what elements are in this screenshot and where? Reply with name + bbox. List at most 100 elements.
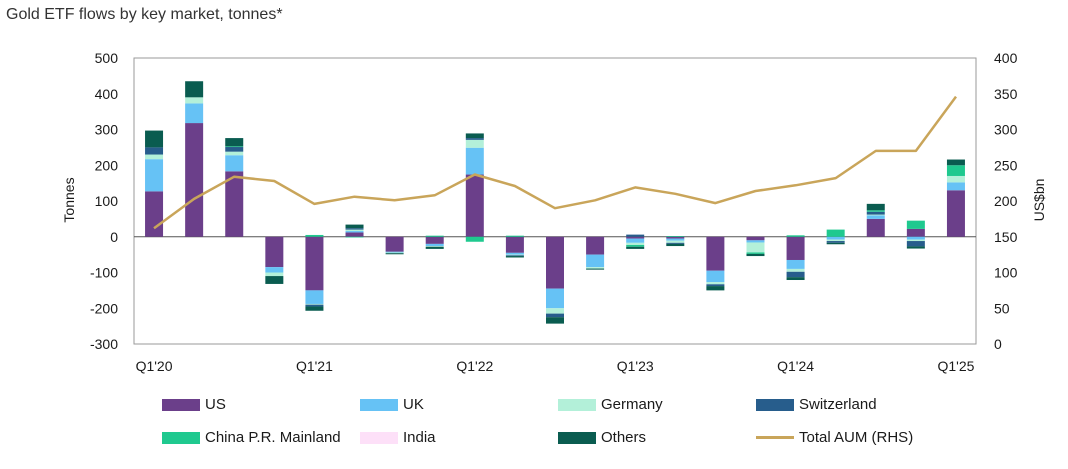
bar-us-12 [626, 236, 645, 239]
bar-germany-18 [866, 214, 885, 216]
bar-switzerland-14 [706, 284, 725, 287]
bar-uk-2 [225, 155, 244, 172]
y-tick-label: -200 [90, 300, 118, 316]
bar-china-p-r-mainland-17 [826, 229, 845, 237]
plot-area [133, 57, 977, 345]
bar-us-1 [185, 123, 204, 237]
legend-label: Germany [601, 396, 663, 413]
y2-tick-label: 250 [994, 157, 1018, 173]
bar-others-16 [786, 277, 805, 281]
legend-swatch [756, 436, 794, 439]
bar-others-18 [866, 203, 885, 211]
bar-us-6 [385, 236, 404, 252]
bar-germany-16 [786, 268, 805, 272]
bar-others-11 [586, 268, 605, 270]
y-axis-title: Tonnes [61, 177, 77, 222]
legend-label: UK [403, 396, 424, 413]
bar-others-4 [305, 306, 324, 311]
y2-axis-title: US$bn [1031, 179, 1047, 222]
y-tick-label: 200 [95, 157, 119, 173]
legend-label: Others [601, 429, 647, 446]
bar-switzerland-4 [305, 304, 324, 307]
bar-us-15 [746, 236, 765, 241]
bar-china-p-r-mainland-4 [305, 234, 324, 237]
bar-others-13 [666, 243, 685, 247]
bar-others-17 [826, 242, 845, 245]
bar-others-9 [505, 256, 524, 258]
bar-us-13 [666, 236, 685, 239]
bar-china-p-r-mainland-9 [505, 235, 524, 237]
bar-others-8 [465, 133, 484, 139]
x-tick-label: Q1'24 [777, 358, 814, 374]
bar-others-2 [225, 138, 244, 147]
y2-tick-label: 0 [994, 336, 1002, 352]
legend-label: Total AUM (RHS) [799, 429, 914, 446]
bar-uk-15 [746, 240, 765, 243]
x-tick-label: Q1'25 [937, 358, 974, 374]
bar-germany-12 [626, 242, 645, 245]
bar-germany-19 [906, 239, 925, 242]
bar-germany-13 [666, 240, 685, 243]
bar-us-19 [906, 228, 925, 237]
bar-uk-5 [345, 231, 364, 233]
left-axis: 500 400 300 200 100 0 -100 -200 -300 [90, 50, 118, 352]
bar-china-p-r-mainland-12 [626, 244, 645, 247]
bar-others-5 [345, 224, 364, 229]
legend-item-us: US [162, 396, 226, 413]
bar-china-p-r-mainland-20 [946, 165, 965, 176]
bar-others-14 [706, 286, 725, 291]
bar-uk-13 [666, 238, 685, 241]
bar-us-20 [946, 190, 965, 237]
bar-uk-3 [265, 267, 284, 273]
bar-uk-18 [866, 215, 885, 219]
legend-label: China P.R. Mainland [205, 429, 341, 446]
bar-us-7 [425, 236, 444, 244]
bar-us-18 [866, 218, 885, 237]
legend-label: US [205, 396, 226, 413]
legend-label: Switzerland [799, 396, 877, 413]
bar-uk-12 [626, 238, 645, 243]
bar-germany-5 [345, 229, 364, 232]
bar-china-p-r-mainland-2 [225, 146, 244, 148]
x-tick-label: Q1'23 [617, 358, 654, 374]
legend-label: India [403, 429, 436, 446]
bar-us-4 [305, 236, 324, 291]
legend-swatch [360, 398, 398, 411]
bar-others-19 [906, 246, 925, 249]
bar-others-12 [626, 246, 645, 249]
bar-germany-1 [185, 97, 204, 104]
y-tick-label: 100 [95, 193, 119, 209]
bar-us-2 [225, 171, 244, 237]
bar-others-3 [265, 276, 284, 284]
bar-switzerland-0 [145, 147, 164, 155]
bar-us-14 [706, 236, 725, 271]
y-tick-label: 500 [95, 50, 119, 66]
bar-uk-19 [906, 236, 925, 240]
legend-item-switzerland: Switzerland [756, 396, 877, 413]
bar-others-0 [145, 130, 164, 148]
legend-item-total-aum-rhs-: Total AUM (RHS) [756, 429, 913, 446]
legend: US UK Germany Switzerland China P.R. Mainlan… [162, 396, 962, 460]
bar-switzerland-13 [666, 242, 685, 244]
bar-china-p-r-mainland-15 [746, 252, 765, 254]
bar-germany-9 [505, 254, 524, 256]
bar-germany-17 [826, 239, 845, 242]
legend-swatch [756, 398, 794, 411]
bar-us-16 [786, 236, 805, 260]
bar-germany-2 [225, 151, 244, 156]
legend-item-china-p-r-mainland: China P.R. Mainland [162, 429, 341, 446]
bar-germany-6 [385, 252, 404, 254]
y2-tick-label: 150 [994, 229, 1018, 245]
y2-tick-label: 100 [994, 265, 1018, 281]
legend-item-others: Others [558, 429, 646, 446]
legend-swatch [360, 431, 398, 444]
bar-others-1 [185, 81, 204, 98]
bar-uk-9 [505, 252, 524, 255]
y-tick-label: 0 [110, 229, 118, 245]
bar-switzerland-10 [546, 313, 564, 318]
bar-germany-0 [145, 154, 164, 160]
bar-switzerland-17 [826, 241, 845, 243]
bar-china-p-r-mainland-13 [666, 236, 685, 237]
y-tick-label: 300 [95, 122, 119, 138]
bar-uk-4 [305, 290, 324, 304]
